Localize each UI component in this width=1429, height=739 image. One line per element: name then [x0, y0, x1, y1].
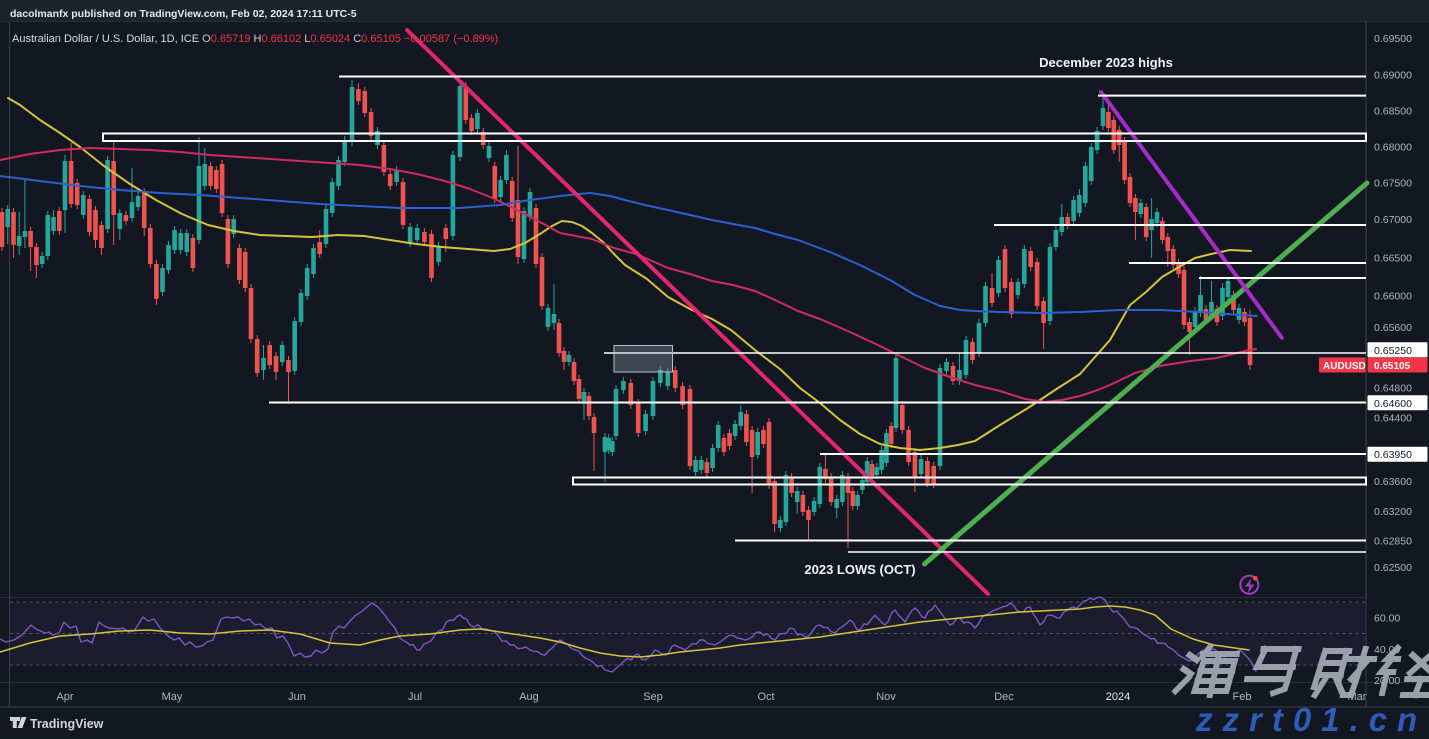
svg-text:0.65105: 0.65105 — [1374, 361, 1411, 372]
svg-text:0.65600: 0.65600 — [1374, 322, 1412, 334]
svg-text:0.64600: 0.64600 — [1374, 398, 1412, 410]
svg-text:0.62850: 0.62850 — [1374, 536, 1412, 548]
svg-text:AUDUSD: AUDUSD — [1323, 361, 1366, 372]
svg-text:Dec: Dec — [994, 691, 1014, 703]
svg-text:0.62500: 0.62500 — [1374, 562, 1412, 574]
svg-text:0.66000: 0.66000 — [1374, 291, 1412, 303]
svg-text:dacolmanfx published on Tradin: dacolmanfx published on TradingView.com,… — [10, 8, 357, 20]
svg-text:0.64400: 0.64400 — [1374, 413, 1412, 425]
svg-text:Oct: Oct — [757, 691, 774, 703]
svg-text:zzrt01.cn: zzrt01.cn — [1195, 701, 1427, 738]
svg-text:0.64800: 0.64800 — [1374, 383, 1412, 395]
svg-text:0.63600: 0.63600 — [1374, 476, 1412, 488]
svg-text:Australian Dollar / U.S. Dolla: Australian Dollar / U.S. Dollar, 1D, ICE… — [12, 33, 498, 45]
svg-text:Apr: Apr — [56, 691, 73, 703]
svg-text:Feb: Feb — [1233, 691, 1252, 703]
svg-text:0.63950: 0.63950 — [1374, 449, 1412, 461]
svg-text:Sep: Sep — [643, 691, 663, 703]
svg-text:0.67500: 0.67500 — [1374, 178, 1412, 190]
svg-text:0.68500: 0.68500 — [1374, 106, 1412, 118]
svg-text:Jun: Jun — [288, 691, 306, 703]
svg-text:0.65250: 0.65250 — [1374, 345, 1412, 357]
svg-text:December 2023 highs: December 2023 highs — [1039, 55, 1173, 70]
svg-text:0.69000: 0.69000 — [1374, 70, 1412, 82]
svg-text:2023 LOWS (OCT): 2023 LOWS (OCT) — [804, 562, 915, 577]
svg-text:Aug: Aug — [519, 691, 539, 703]
svg-text:TradingView: TradingView — [30, 717, 104, 731]
svg-text:Jul: Jul — [408, 691, 422, 703]
svg-text:0.66500: 0.66500 — [1374, 253, 1412, 265]
svg-text:0.69500: 0.69500 — [1374, 33, 1412, 45]
svg-text:May: May — [162, 691, 183, 703]
svg-text:Nov: Nov — [876, 691, 896, 703]
svg-text:0.68000: 0.68000 — [1374, 141, 1412, 153]
svg-text:0.63200: 0.63200 — [1374, 506, 1412, 518]
svg-text:60.00: 60.00 — [1374, 613, 1400, 625]
svg-text:0.67000: 0.67000 — [1374, 214, 1412, 226]
svg-text:2024: 2024 — [1106, 691, 1130, 703]
